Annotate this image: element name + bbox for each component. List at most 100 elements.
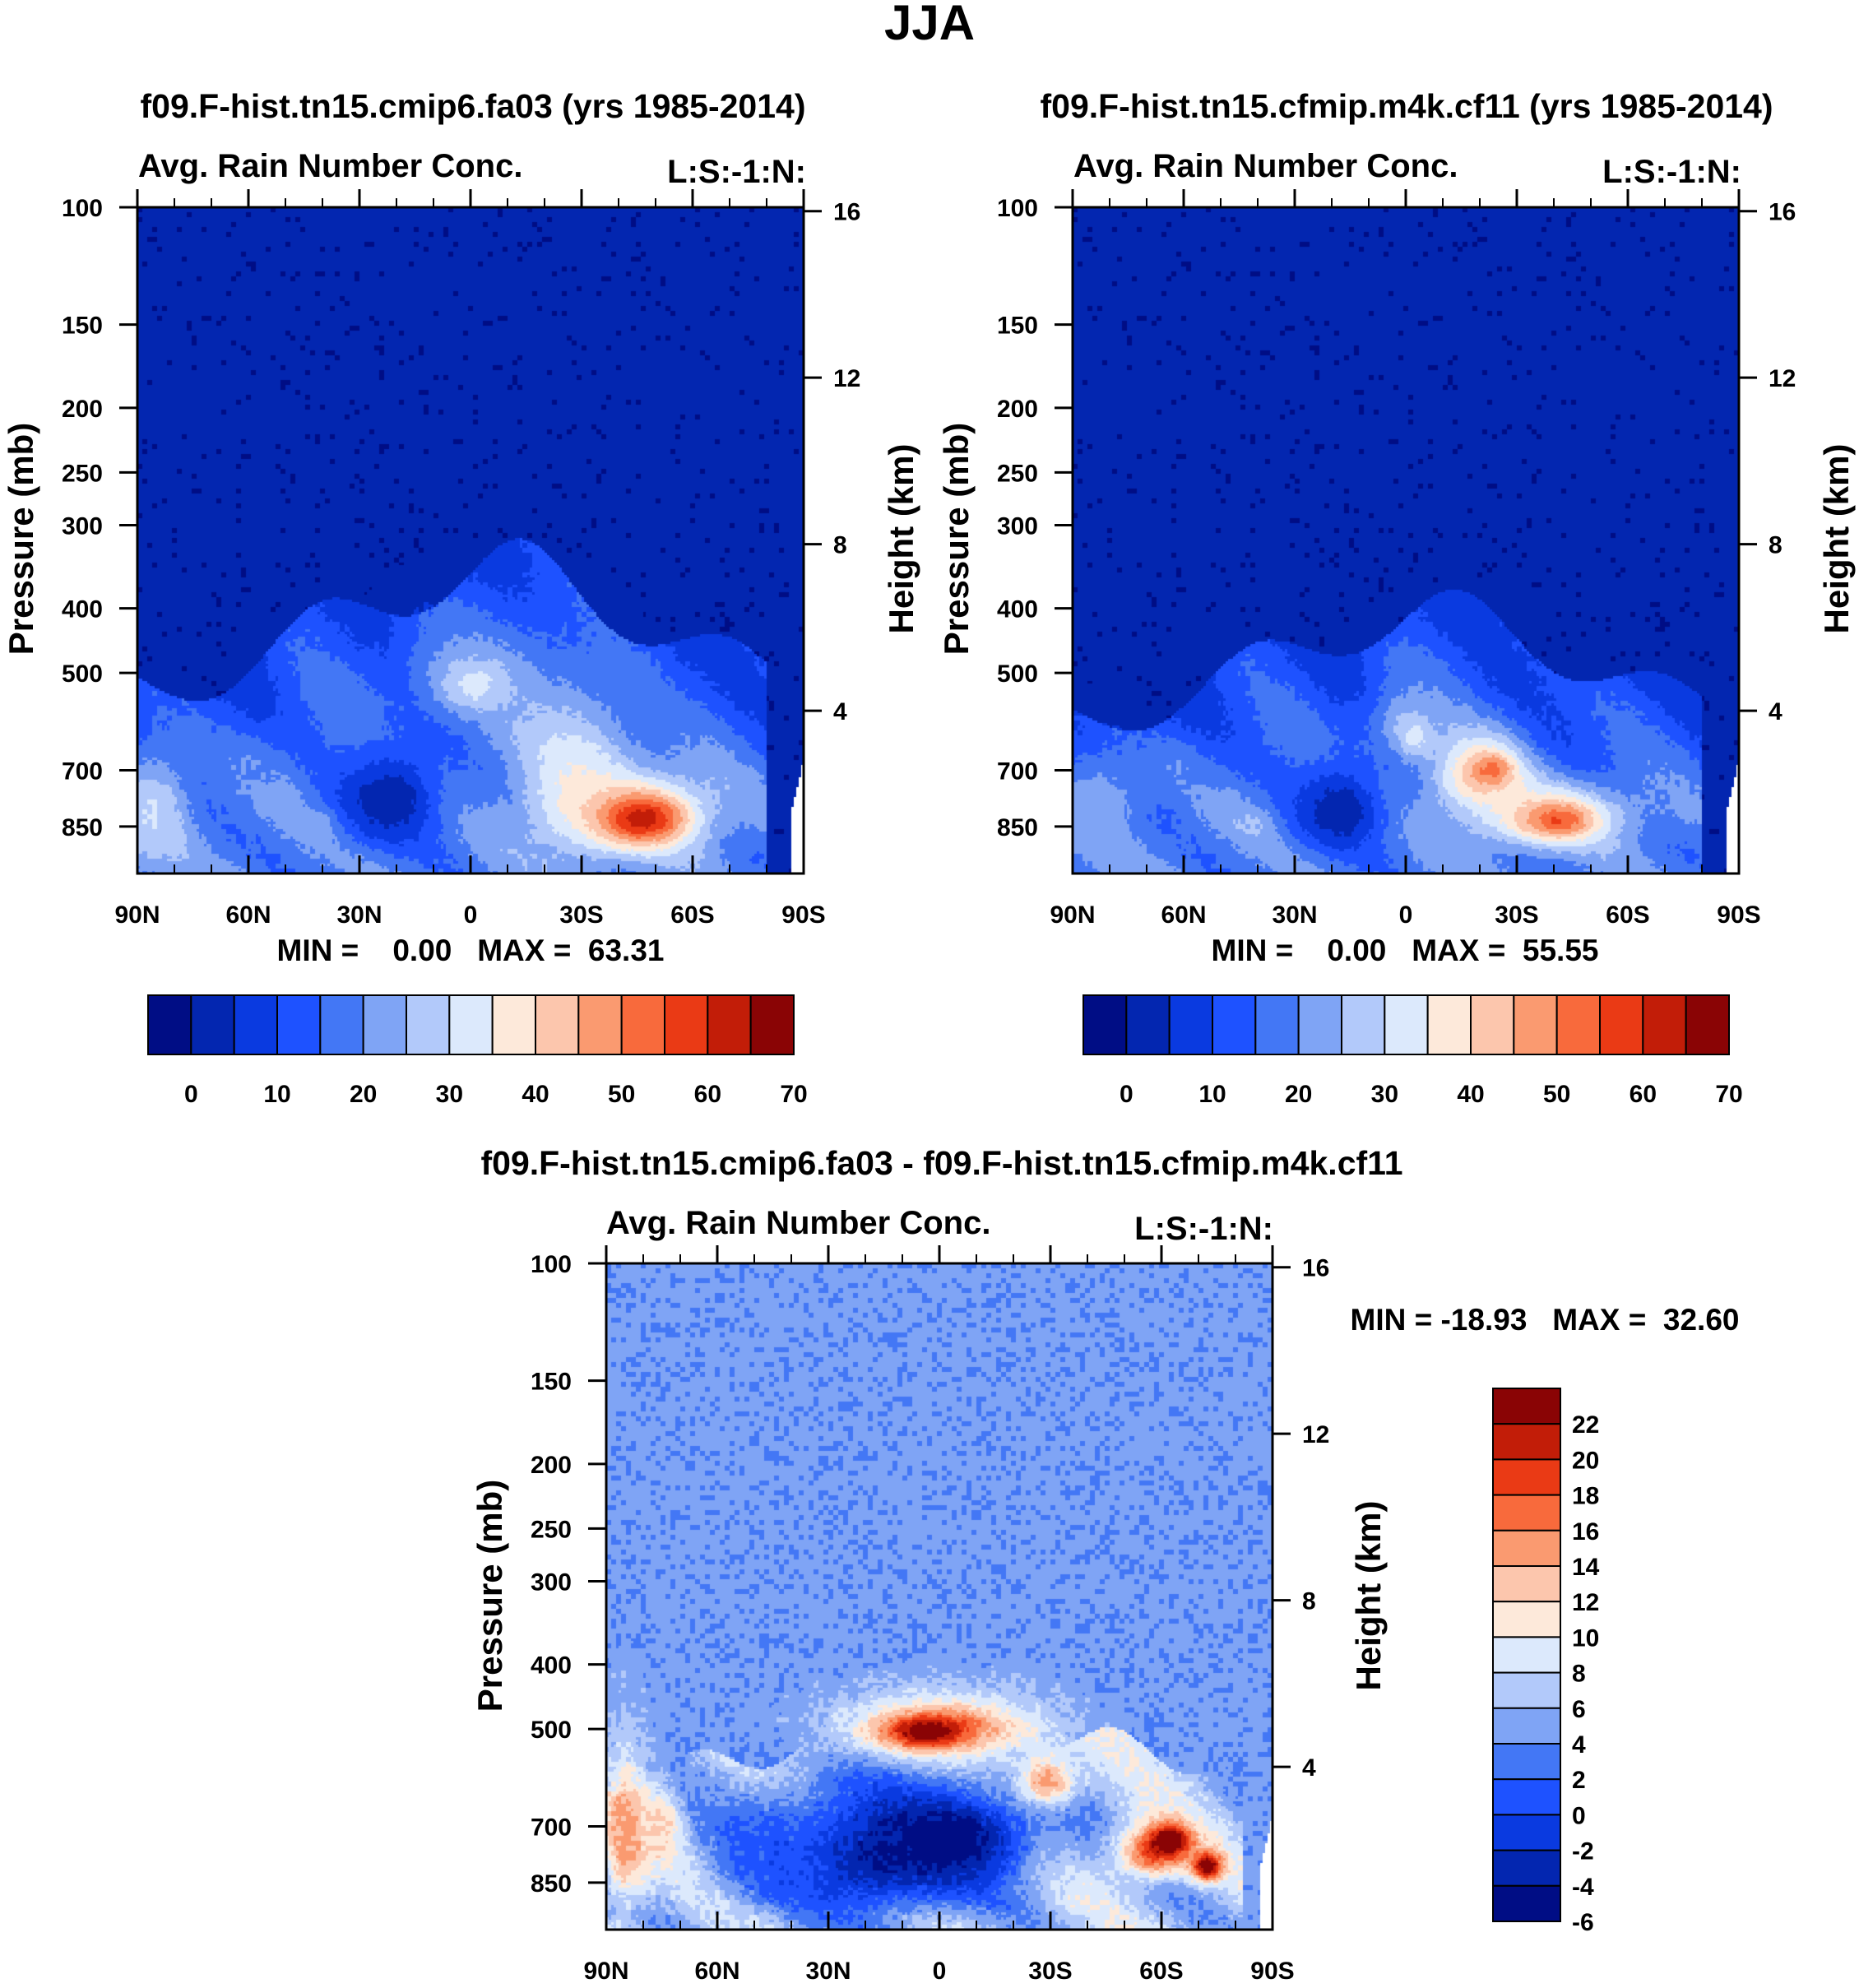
panel2-ylabel-right: Height (km) (1817, 444, 1856, 634)
panel3-axes: 90N 60N 30N 0 30S 60S 90S 100 150 200 250 300 400 500… (531, 1245, 1329, 1985)
panel1-min-max: MIN = 0.00 MAX = 63.31 (277, 934, 665, 967)
y-right-tick-label: 16 (833, 199, 860, 226)
colorbar-label: 6 (1572, 1696, 1586, 1723)
colorbar-swatch (1082, 994, 1128, 1055)
y-tick-label: 850 (997, 814, 1038, 841)
y-tick-label: 700 (997, 758, 1038, 785)
y-tick-label: 500 (62, 660, 103, 688)
x-tick-label: 60N (1161, 901, 1206, 929)
colorbar-label: 0 (1120, 1081, 1133, 1108)
colorbar-swatch (491, 994, 537, 1055)
colorbar-label: 18 (1572, 1483, 1599, 1510)
colorbar-label: 0 (1572, 1802, 1586, 1829)
colorbar-swatch (1212, 994, 1257, 1055)
y-right-tick-label: 4 (1302, 1754, 1316, 1782)
colorbar-swatch (448, 994, 494, 1055)
panel3-contour-canvas (606, 1263, 1273, 1930)
colorbar-label: 70 (1715, 1081, 1742, 1108)
figure-title: JJA (884, 0, 975, 50)
colorbar-swatch (1492, 1494, 1561, 1532)
y-tick-label: 700 (531, 1814, 572, 1842)
colorbar-swatch (577, 994, 623, 1055)
colorbar-swatch (1125, 994, 1171, 1055)
y-tick-label: 850 (531, 1870, 572, 1898)
colorbar-swatch (319, 994, 364, 1055)
colorbar-label: 10 (263, 1081, 290, 1108)
colorbar-label: -4 (1572, 1874, 1594, 1901)
colorbar-swatch (190, 994, 235, 1055)
panel1-right-string: L:S:-1:N: (667, 154, 806, 190)
x-tick-label: 30N (336, 901, 382, 929)
colorbar-label: 0 (184, 1081, 198, 1108)
x-tick-label: 60S (1139, 1958, 1183, 1985)
panel2-left-string: Avg. Rain Number Conc. (1073, 148, 1458, 184)
panel1-ylabel: Pressure (mb) (2, 423, 40, 655)
colorbar-swatch (1492, 1601, 1561, 1638)
colorbar-label: 16 (1572, 1518, 1599, 1545)
colorbar-swatch (1492, 1743, 1561, 1781)
x-tick-label: 60S (670, 901, 714, 929)
panel3-ylabel: Pressure (mb) (471, 1480, 509, 1712)
colorbar-swatch (1492, 1671, 1561, 1709)
x-tick-label: 0 (1399, 901, 1413, 929)
y-right-tick-label: 12 (1769, 365, 1796, 392)
colorbar-label: 10 (1572, 1624, 1599, 1652)
colorbar-swatch (1492, 1707, 1561, 1745)
panel-bottom-difference: f09.F-hist.tn15.cmip6.fa03 - f09.F-hist.… (471, 1144, 1740, 1985)
y-right-tick-label: 8 (833, 532, 847, 559)
y-tick-label: 200 (62, 396, 103, 423)
panel3-min-max: MIN = -18.93 MAX = 32.60 (1351, 1303, 1740, 1337)
colorbar-label: 20 (1572, 1447, 1599, 1474)
colorbar-label: 12 (1572, 1589, 1599, 1616)
colorbar-swatch (1492, 1565, 1561, 1603)
x-tick-label: 90S (1250, 1958, 1294, 1985)
colorbar-swatch (1513, 994, 1558, 1055)
colorbar-swatch (1426, 994, 1472, 1055)
y-right-tick-label: 16 (1769, 199, 1796, 226)
y-tick-label: 400 (531, 1652, 572, 1680)
x-tick-label: 0 (933, 1958, 947, 1985)
colorbar-label: -6 (1572, 1909, 1594, 1936)
panel3-ylabel-right: Height (km) (1349, 1501, 1388, 1691)
y-right-tick-label: 8 (1302, 1588, 1316, 1615)
x-tick-label: 60N (694, 1958, 739, 1985)
panel2-colorbar: 0 10 20 30 40 50 60 70 (1082, 994, 1743, 1108)
panel2-min-max: MIN = 0.00 MAX = 55.55 (1212, 934, 1599, 967)
colorbar-label: 50 (608, 1081, 635, 1108)
colorbar-swatch (406, 994, 451, 1055)
colorbar-swatch (147, 994, 192, 1055)
colorbar-swatch (362, 994, 407, 1055)
y-tick-label: 500 (997, 660, 1038, 688)
x-tick-label: 0 (464, 901, 478, 929)
colorbar-swatch (1492, 1778, 1561, 1816)
colorbar-label: 8 (1572, 1661, 1586, 1688)
x-tick-label: 90N (1050, 901, 1095, 929)
y-right-tick-label: 4 (833, 698, 847, 725)
colorbar-swatch (233, 994, 278, 1055)
colorbar-swatch (1341, 994, 1386, 1055)
y-tick-label: 300 (62, 512, 103, 540)
colorbar-swatch (1642, 994, 1687, 1055)
y-right-tick-label: 12 (1302, 1421, 1329, 1448)
colorbar-label: 70 (780, 1081, 807, 1108)
colorbar-swatch (1492, 1529, 1561, 1568)
colorbar-swatch (535, 994, 580, 1055)
colorbar-label: 22 (1572, 1411, 1599, 1439)
colorbar-label: 20 (1285, 1081, 1312, 1108)
y-tick-label: 150 (62, 313, 103, 340)
colorbar-swatch (1492, 1814, 1561, 1851)
colorbar-label: 14 (1572, 1554, 1600, 1581)
y-tick-label: 100 (62, 195, 103, 222)
panel3-plot-area (606, 1263, 1273, 1930)
y-tick-label: 250 (531, 1516, 572, 1543)
colorbar-label: 10 (1198, 1081, 1226, 1108)
y-tick-label: 200 (531, 1452, 572, 1479)
colorbar-swatch (1470, 994, 1515, 1055)
colorbar-swatch (1599, 994, 1644, 1055)
colorbar-swatch (1492, 1636, 1561, 1674)
colorbar-label: -2 (1572, 1838, 1594, 1865)
x-tick-label: 90S (1717, 901, 1760, 929)
colorbar-swatch (276, 994, 322, 1055)
colorbar-swatch (1492, 1884, 1561, 1923)
